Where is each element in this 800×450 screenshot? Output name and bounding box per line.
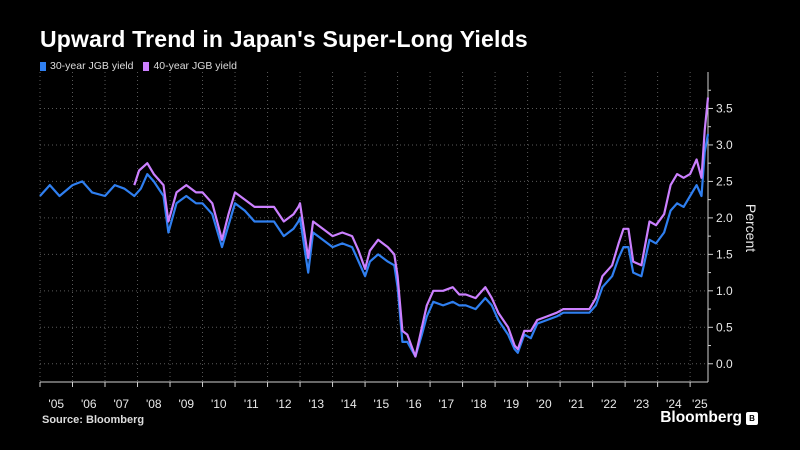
legend-item-30y: 30-year JGB yield: [40, 60, 133, 72]
x-tick-label: '06: [81, 397, 97, 411]
bloomberg-logo: Bloomberg B: [660, 409, 758, 427]
x-tick-label: '09: [178, 397, 194, 411]
y-tick-label: 3.5: [716, 101, 733, 115]
brand-text: Bloomberg: [660, 409, 742, 426]
legend-item-40y: 40-year JGB yield: [143, 60, 237, 72]
x-tick-label: '08: [146, 397, 162, 411]
x-tick-label: '07: [113, 397, 129, 411]
legend-label-40y: 40-year JGB yield: [153, 60, 237, 72]
y-tick-label: 0.5: [716, 320, 733, 334]
y-tick-label: 1.5: [716, 247, 733, 261]
x-tick-label: '20: [536, 397, 552, 411]
legend-label-30y: 30-year JGB yield: [50, 60, 134, 72]
chart-title: Upward Trend in Japan's Super-Long Yield…: [40, 26, 528, 52]
x-tick-label: '12: [276, 397, 292, 411]
x-tick-label: '16: [406, 397, 422, 411]
y-tick-label: 2.5: [716, 174, 733, 188]
x-tick-label: '18: [471, 397, 487, 411]
source-note: Source: Bloomberg: [42, 414, 145, 426]
x-tick-label: '13: [308, 397, 324, 411]
y-tick-label: 0.0: [716, 357, 733, 371]
x-tick-label: '11: [244, 397, 259, 411]
y-tick-label: 2.0: [716, 211, 733, 225]
x-tick-label: '22: [601, 397, 617, 411]
x-tick-label: '24: [666, 397, 682, 411]
legend-swatch-30y: [40, 61, 46, 71]
x-tick-label: '15: [373, 397, 389, 411]
y-axis-title: Percent: [743, 204, 759, 252]
x-tick-label: '14: [341, 397, 357, 411]
x-tick-label: '17: [439, 397, 455, 411]
y-tick-label: 1.0: [716, 284, 733, 298]
series-line-40y: [133, 97, 710, 358]
legend: 30-year JGB yield 40-year JGB yield: [40, 60, 237, 72]
bloomberg-icon: B: [746, 411, 758, 425]
x-tick-label: '05: [48, 397, 64, 411]
x-tick-label: '23: [634, 397, 650, 411]
legend-swatch-40y: [143, 61, 150, 71]
x-tick-label: '21: [569, 397, 585, 411]
x-tick-label: '19: [504, 397, 520, 411]
x-tick-label: '10: [211, 397, 227, 411]
y-tick-label: 3.0: [716, 138, 733, 152]
x-tick-label: '25: [692, 397, 708, 411]
